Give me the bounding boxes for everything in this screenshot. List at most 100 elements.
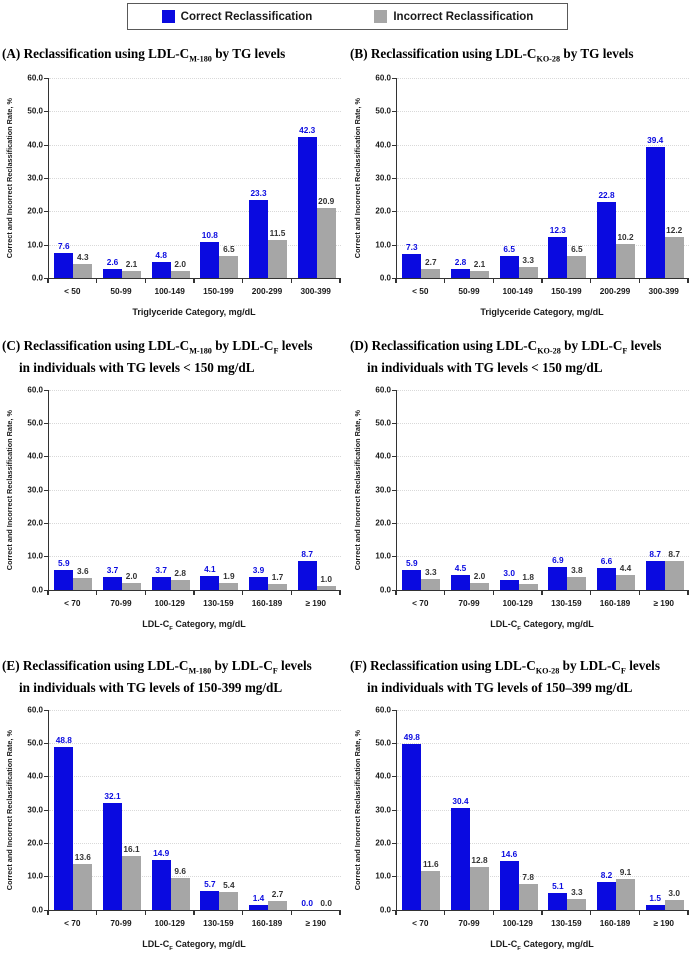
- bar-incorrect: [567, 898, 587, 910]
- bar-value-correct: 0.0: [301, 897, 313, 908]
- bar-group: 49.8 11.6: [397, 710, 446, 910]
- panel-title-D: (D) Reclassification using LDL-CKO-28 by…: [350, 336, 693, 378]
- gridline: [397, 144, 689, 146]
- y-tick-label: 10.0: [27, 551, 43, 561]
- x-tick-labels: < 50 50-99 100-149 150-199 200-299 300-399: [48, 286, 340, 296]
- bar-incorrect-wrap: 2.1: [470, 78, 489, 278]
- x-tick-label: 130-159: [551, 917, 582, 928]
- x-tick-label: 150-199: [203, 285, 234, 296]
- bar-value-correct: 5.1: [552, 880, 564, 891]
- bar-value-correct: 3.7: [155, 565, 167, 576]
- gridline: [397, 77, 689, 79]
- y-tick-mark: [392, 743, 396, 745]
- bar-value-incorrect: 2.0: [125, 571, 138, 582]
- bar-value-incorrect: 2.1: [473, 258, 486, 269]
- gridline: [49, 709, 341, 711]
- bar-group: 1.4 2.7: [244, 710, 293, 910]
- correct-swatch-icon: [161, 10, 175, 23]
- panel-D: (D) Reclassification using LDL-CKO-28 by…: [350, 336, 693, 634]
- bar-correct-wrap: 23.3: [249, 78, 269, 278]
- bar-correct-wrap: 3.7: [151, 390, 171, 590]
- text-part: levels: [627, 338, 662, 353]
- y-tick-label: 0.0: [31, 905, 43, 915]
- x-tick-mark: [443, 279, 446, 284]
- bar-group: 2.6 2.1: [98, 78, 147, 278]
- text-part: (D) Reclassification using LDL-C: [350, 338, 538, 353]
- text-part: by LDL-C: [560, 338, 623, 353]
- gridline: [397, 876, 689, 878]
- y-tick-label: 50.0: [375, 106, 391, 116]
- x-tick-mark: [638, 279, 641, 284]
- x-tick-label: < 70: [64, 597, 81, 608]
- bar-correct-wrap: 8.2: [597, 710, 617, 910]
- bar-incorrect-wrap: 2.8: [170, 390, 190, 590]
- subscript-text: F: [620, 666, 626, 676]
- x-tick-label: 70-99: [458, 917, 480, 928]
- bar-group: 5.1 3.3: [543, 710, 592, 910]
- bar-value-correct: 8.7: [301, 548, 313, 559]
- y-tick-mark: [44, 177, 48, 179]
- bar-incorrect: [316, 586, 336, 590]
- bar-value-incorrect: 12.8: [471, 855, 488, 866]
- y-tick-mark: [44, 456, 48, 458]
- bar-incorrect: [421, 268, 441, 278]
- bar-correct: [645, 146, 665, 278]
- bar-group: 4.8 2.0: [146, 78, 195, 278]
- x-tick-mark: [193, 279, 195, 284]
- text-part: LDL-C: [142, 618, 170, 629]
- x-tick-mark: [47, 911, 49, 916]
- x-tick-marks: [47, 279, 341, 284]
- bar-group: 32.1 16.1: [98, 710, 147, 910]
- y-tick-label: 50.0: [27, 106, 43, 116]
- x-tick-label: < 50: [64, 285, 81, 296]
- text-part: in individuals with TG levels of 150–399…: [367, 679, 633, 695]
- gridline: [397, 456, 689, 458]
- gridline: [49, 389, 341, 391]
- x-tick-labels: < 70 70-99 100-129 130-159 160-189 ≥ 190: [48, 598, 340, 608]
- y-tick-label: 60.0: [375, 705, 391, 715]
- bar-correct: [548, 892, 568, 910]
- y-tick-mark: [44, 909, 48, 911]
- x-tick-mark: [589, 279, 592, 284]
- y-tick-label: 60.0: [375, 73, 391, 83]
- gridline: [397, 211, 689, 213]
- bar-value-incorrect: 3.8: [571, 565, 583, 576]
- x-tick-mark: [47, 591, 49, 596]
- bar-value-correct: 32.1: [104, 790, 121, 801]
- y-tick-mark: [392, 389, 396, 391]
- gridline: [397, 423, 689, 425]
- bar-value-correct: 4.5: [454, 562, 467, 573]
- bar-correct: [54, 747, 74, 910]
- y-tick-mark: [392, 843, 396, 845]
- bar-correct-wrap: 1.4: [249, 710, 269, 910]
- bar-incorrect-wrap: 2.0: [470, 390, 489, 590]
- text-part: (B) Reclassification using LDL-C: [350, 46, 537, 61]
- bar-incorrect-wrap: 2.7: [421, 78, 441, 278]
- bar-incorrect: [616, 575, 636, 590]
- bar-group: 4.1 1.9: [195, 390, 244, 590]
- chart-C: Correct and Incorrect Reclassification R…: [2, 382, 346, 634]
- bar-group: 23.3 11.5: [244, 78, 293, 278]
- y-tick-mark: [392, 211, 396, 213]
- bar-correct: [151, 860, 171, 910]
- bar-correct-wrap: 5.9: [402, 390, 422, 590]
- y-tick-label: 40.0: [27, 771, 43, 781]
- bar-incorrect: [616, 243, 636, 278]
- bar-value-correct: 5.9: [58, 558, 70, 569]
- text-part: (E) Reclassification using LDL-C: [2, 658, 189, 673]
- bar-group: 39.4 12.2: [640, 78, 689, 278]
- x-tick-marks: [47, 911, 341, 916]
- y-tick-label: 40.0: [27, 140, 43, 150]
- y-tick-mark: [44, 776, 48, 778]
- x-tick-label: 160-189: [251, 597, 283, 608]
- bar-value-incorrect: 2.8: [174, 568, 186, 579]
- y-tick-mark: [392, 423, 396, 425]
- text-part: Category, mg/dL: [520, 618, 594, 629]
- bar-incorrect: [616, 879, 636, 910]
- plot-area: 49.8 11.6 30.4 12.8 14.6 7.8 5.1 3.3 8.2 9.1 1.5 3.…: [396, 709, 689, 911]
- y-tick-mark: [44, 876, 48, 878]
- panel-title-line: in individuals with TG levels < 150 mg/d…: [350, 358, 693, 378]
- bar-correct-wrap: 3.7: [103, 390, 122, 590]
- panel-title-line: (C) Reclassification using LDL-CM-180 by…: [2, 336, 346, 358]
- y-tick-label: 60.0: [27, 385, 43, 395]
